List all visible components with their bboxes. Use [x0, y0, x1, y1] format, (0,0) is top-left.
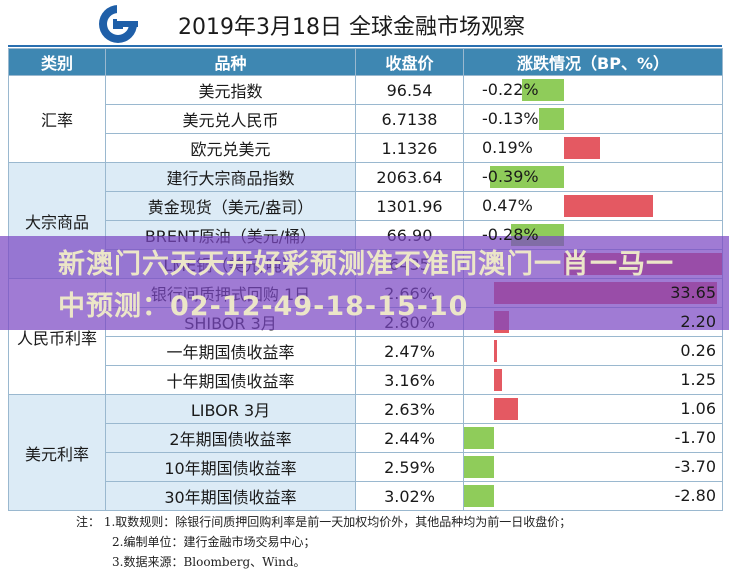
item-cell: 欧元兑美元 [105, 133, 356, 163]
page-header: 2019年3月18日 全球金融市场观察 [0, 0, 729, 47]
change-cell: 1.25 [463, 365, 723, 395]
close-cell: 2.44% [355, 423, 464, 453]
bar-down [489, 166, 564, 188]
table-row: 大宗商品 建行大宗商品指数 2063.64 -0.39% [8, 162, 723, 279]
item-cell: LIBOR 3月 [105, 394, 356, 424]
bar-up [494, 398, 518, 420]
change-cell: -3.70 [463, 452, 723, 482]
item-cell: 10年期国债收益率 [105, 452, 356, 482]
change-label: 0.47% [482, 196, 533, 215]
change-label: -0.39% [482, 167, 539, 186]
close-cell: 1.1326 [355, 133, 464, 163]
change-label: -3.70 [674, 457, 716, 476]
bar-up [494, 340, 497, 362]
category-cell: 汇率 [8, 75, 106, 163]
item-cell: 30年期国债收益率 [105, 481, 356, 511]
change-cell: 0.26 [463, 336, 723, 366]
overlay-text: 新澳门六天天开好彩预测准不准同澳门一肖一马一中预测：02-12-49-18-15… [58, 249, 674, 322]
change-cell: -0.13% [463, 104, 723, 134]
change-label: 1.06 [680, 399, 716, 418]
table-header-row: 类别 品种 收盘价 涨跌情况（BP、%） [8, 48, 723, 76]
table-row: 2年期国债收益率 2.44% -1.70 [9, 423, 723, 453]
item-cell: 美元指数 [105, 75, 356, 105]
close-cell: 96.54 [355, 75, 464, 105]
close-cell: 2.63% [355, 394, 464, 424]
header-change: 涨跌情况（BP、%） [463, 48, 723, 76]
close-cell: 3.02% [355, 481, 464, 511]
ccb-logo-icon [99, 4, 138, 43]
table-row: 一年期国债收益率 2.47% 0.26 [9, 336, 723, 366]
page-title: 2019年3月18日 全球金融市场观察 [178, 15, 525, 40]
change-label: 33.65 [670, 283, 716, 302]
change-cell: 1.06 [463, 394, 723, 424]
item-cell: 美元兑人民币 [105, 104, 356, 134]
change-label: 0.19% [482, 138, 533, 157]
bar-up [494, 369, 503, 391]
table-row: 10年期国债收益率 2.59% -3.70 [9, 452, 723, 482]
note-line: 2.编制单位：建行金融市场交易中心； [112, 535, 316, 549]
table-row: 黄金现货（美元/盎司） 1301.96 0.47% [9, 191, 723, 221]
table-row: 30年期国债收益率 3.02% -2.80 [9, 481, 723, 511]
table-row: 汇率 美元指数 96.54 -0.22% [8, 75, 723, 163]
change-cell: -0.39% [463, 162, 723, 192]
change-label: 1.25 [680, 370, 716, 389]
close-cell: 2.59% [355, 452, 464, 482]
change-label: 2.20 [680, 312, 716, 331]
item-cell: 十年期国债收益率 [105, 365, 356, 395]
bar-up [564, 195, 654, 217]
header-divider [8, 45, 722, 47]
close-cell: 3.16% [355, 365, 464, 395]
close-cell: 2.47% [355, 336, 464, 366]
table-row: 美元兑人民币 6.7138 -0.13% [9, 104, 723, 134]
change-label: -2.80 [674, 486, 716, 505]
notes: 注： 1.取数规则：除银行间质押回购利率是前一天加权均价外，其他品种均为前一日收… [76, 512, 571, 572]
bar-down [464, 485, 494, 507]
header-close: 收盘价 [355, 48, 464, 76]
change-label: -0.22% [482, 80, 539, 99]
change-label: 0.26 [680, 341, 716, 360]
item-cell: 2年期国债收益率 [105, 423, 356, 453]
header-category: 类别 [8, 48, 106, 76]
change-label: -0.13% [482, 109, 539, 128]
note-line: 注： 1.取数规则：除银行间质押回购利率是前一天加权均价外，其他品种均为前一日收… [76, 515, 572, 529]
table-row: 十年期国债收益率 3.16% 1.25 [9, 365, 723, 395]
header-item: 品种 [105, 48, 356, 76]
change-cell: -1.70 [463, 423, 723, 453]
change-cell: -2.80 [463, 481, 723, 511]
item-cell: 一年期国债收益率 [105, 336, 356, 366]
bar-up [564, 137, 601, 159]
table-row: 美元利率 LIBOR 3月 2.63% 1.06 [8, 394, 723, 511]
bar-down [522, 79, 564, 101]
item-cell: 建行大宗商品指数 [105, 162, 356, 192]
close-cell: 1301.96 [355, 191, 464, 221]
table-row: 欧元兑美元 1.1326 0.19% [9, 133, 723, 163]
category-cell: 美元利率 [8, 394, 106, 511]
overlay-banner [0, 236, 729, 330]
item-cell: 黄金现货（美元/盎司） [105, 191, 356, 221]
bar-down [464, 456, 494, 478]
change-cell: -0.22% [463, 75, 723, 105]
note-line: 3.数据来源：Bloomberg、Wind。 [112, 555, 306, 569]
bar-down [539, 108, 564, 130]
change-label: -1.70 [674, 428, 716, 447]
close-cell: 6.7138 [355, 104, 464, 134]
change-label: -0.28% [482, 225, 539, 244]
bar-down [464, 427, 494, 449]
close-cell: 2063.64 [355, 162, 464, 192]
change-cell: 0.47% [463, 191, 723, 221]
change-cell: 0.19% [463, 133, 723, 163]
